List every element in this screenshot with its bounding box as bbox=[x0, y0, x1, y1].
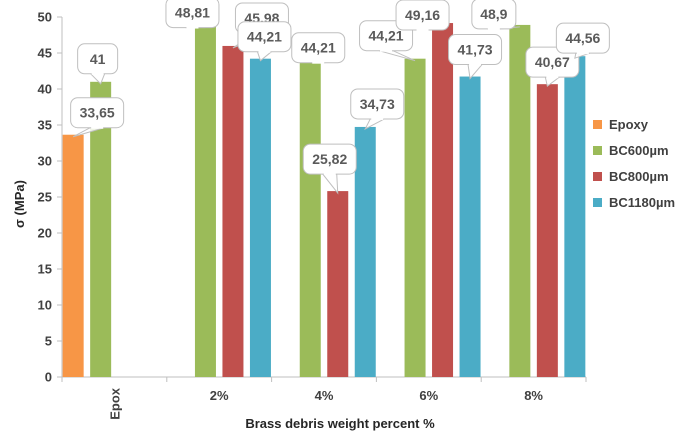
x-axis-title: Brass debris weight percent % bbox=[245, 416, 435, 431]
bar bbox=[354, 126, 376, 377]
legend-swatch bbox=[593, 198, 602, 207]
bar bbox=[536, 84, 558, 378]
data-label: 44,56 bbox=[565, 30, 600, 46]
data-label-callout: 48,81 bbox=[165, 0, 220, 29]
data-label: 41 bbox=[90, 51, 106, 67]
data-label-callout: 44,21 bbox=[237, 21, 292, 62]
data-label: 41,73 bbox=[458, 42, 493, 58]
data-label-callout: 44,56 bbox=[555, 22, 610, 59]
x-tick-label: 2% bbox=[210, 388, 229, 403]
bar bbox=[459, 76, 481, 377]
data-label-callout: 48,9 bbox=[471, 0, 520, 30]
data-label: 25,82 bbox=[312, 151, 347, 167]
data-label: 44,21 bbox=[369, 28, 404, 44]
y-tick-label: 5 bbox=[45, 334, 52, 349]
bar bbox=[404, 58, 426, 378]
bar bbox=[62, 134, 84, 377]
y-tick-label: 15 bbox=[38, 262, 52, 277]
data-label: 49,16 bbox=[405, 7, 440, 23]
y-tick-label: 35 bbox=[38, 118, 52, 133]
bar bbox=[194, 25, 216, 378]
data-label: 33,65 bbox=[80, 105, 115, 121]
y-axis-title: σ (MPa) bbox=[12, 180, 27, 228]
x-tick-label: 8% bbox=[524, 388, 543, 403]
data-label-callout: 25,82 bbox=[302, 143, 357, 195]
data-label-callout: 41 bbox=[77, 43, 119, 85]
bar bbox=[90, 81, 112, 378]
x-tick-label: 4% bbox=[315, 388, 334, 403]
data-label: 44,21 bbox=[301, 40, 336, 56]
legend-swatch bbox=[593, 146, 602, 155]
y-tick-label: 20 bbox=[38, 226, 52, 241]
data-label: 48,81 bbox=[175, 5, 210, 21]
legend-label: BC600µm bbox=[609, 143, 669, 158]
bar bbox=[564, 56, 586, 377]
data-label-callout: 34,73 bbox=[350, 88, 405, 131]
bar bbox=[327, 191, 349, 377]
legend: Epoxy BC600µm BC800µm BC1180µm bbox=[593, 117, 675, 210]
plot-area: 0 5 10 15 20 25 30 35 40 45 50 Epox 2% 4% 6% 8% bbox=[38, 10, 587, 420]
bar bbox=[299, 58, 321, 378]
data-label: 40,67 bbox=[535, 54, 570, 70]
y-tick-label: 30 bbox=[38, 154, 52, 169]
x-tick-label: Epox bbox=[107, 387, 122, 420]
legend-label: Epoxy bbox=[609, 117, 649, 132]
data-label-callout: 44,21 bbox=[291, 32, 346, 64]
legend-label: BC1180µm bbox=[609, 195, 675, 210]
data-label: 44,21 bbox=[247, 29, 282, 45]
bar bbox=[249, 58, 271, 378]
legend-swatch bbox=[593, 120, 602, 129]
callout-pointer bbox=[467, 64, 484, 80]
y-tick-label: 50 bbox=[38, 10, 52, 25]
callout-pointer bbox=[321, 173, 339, 195]
legend-label: BC800µm bbox=[609, 169, 669, 184]
legend-swatch bbox=[593, 172, 602, 181]
data-label: 34,73 bbox=[360, 96, 395, 112]
data-label-callout: 49,16 bbox=[395, 0, 450, 32]
bar bbox=[432, 23, 454, 377]
y-tick-label: 25 bbox=[38, 190, 52, 205]
y-tick-label: 40 bbox=[38, 82, 52, 97]
bar bbox=[222, 45, 244, 377]
callout-pointer bbox=[378, 50, 416, 62]
bar bbox=[509, 24, 531, 377]
y-tick-label: 0 bbox=[45, 370, 52, 385]
data-label-callout: 33,65 bbox=[70, 97, 125, 138]
y-tick-label: 10 bbox=[38, 298, 52, 313]
data-labels: 33,654148,8144,2144,2148,945,9825,8249,1… bbox=[70, 0, 610, 195]
x-tick-label: 6% bbox=[419, 388, 438, 403]
data-label: 48,9 bbox=[480, 6, 507, 22]
data-label-callout: 41,73 bbox=[448, 34, 503, 80]
y-tick-label: 45 bbox=[38, 46, 52, 61]
data-label-callout: 40,67 bbox=[525, 46, 580, 88]
